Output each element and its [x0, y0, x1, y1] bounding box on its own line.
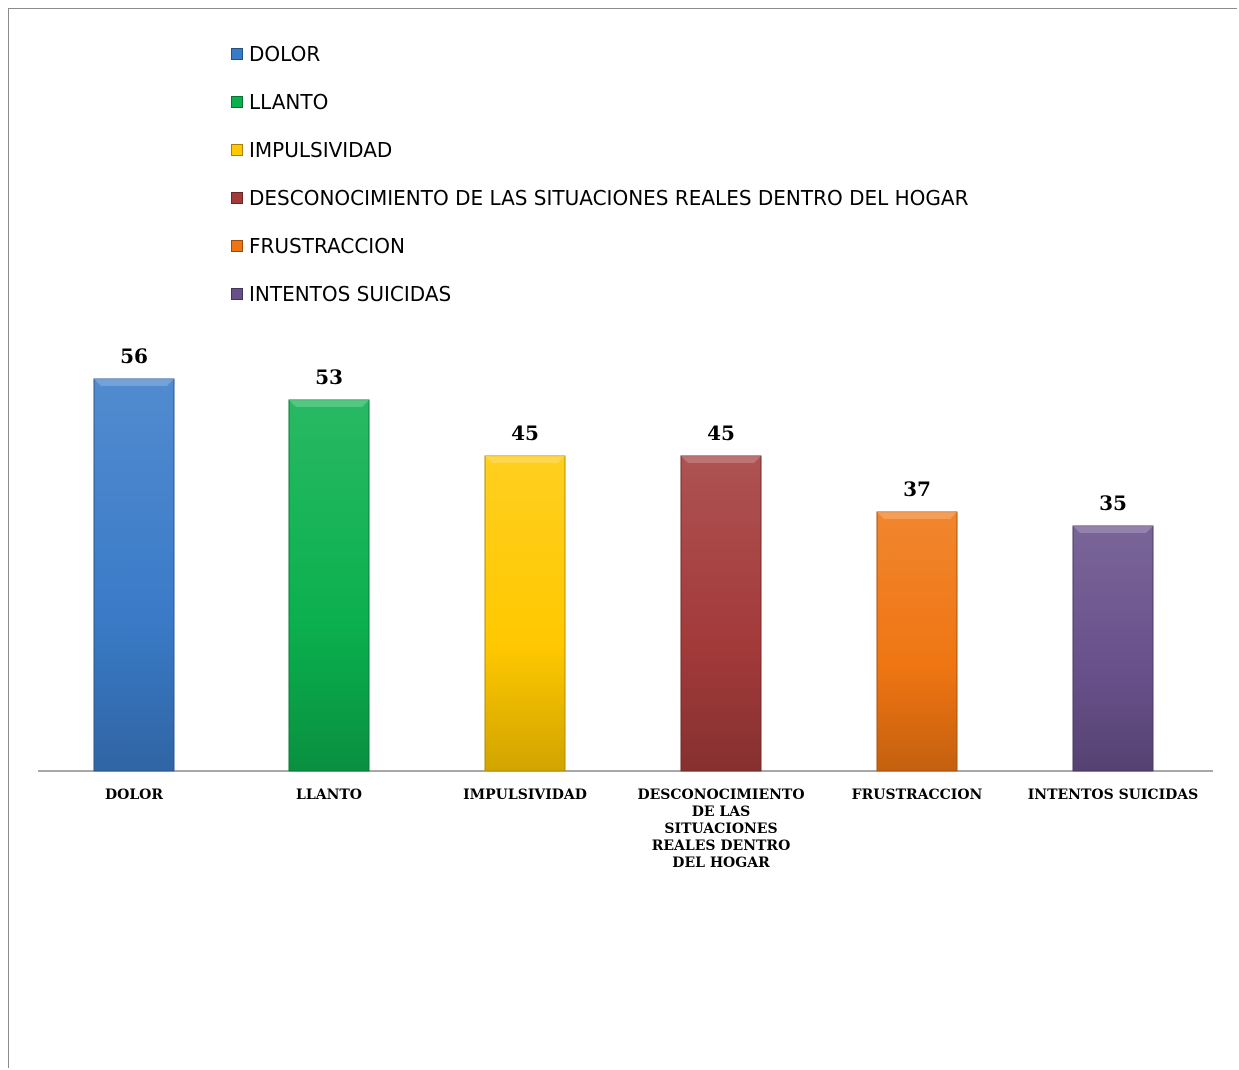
- data-label-llanto: 53: [315, 365, 343, 389]
- legend-swatch-frustraccion: [231, 240, 243, 252]
- legend-label-frustraccion: FRUSTRACCION: [249, 234, 405, 258]
- legend-swatch-desconocimiento: [231, 192, 243, 204]
- chart-legend: DOLOR LLANTO IMPULSIVIDAD DESCONOCIMIENT…: [231, 30, 969, 318]
- bar-dolor: [93, 378, 175, 772]
- bar-desconocimiento-de: [680, 455, 762, 772]
- x-tick-label-intentos-suicidas: INTENTOS SUICIDAS: [1028, 787, 1199, 803]
- bar-bevel-impulsividad: [485, 456, 565, 463]
- data-label-dolor: 56: [120, 344, 148, 368]
- legend-swatch-intentos-suicidas: [231, 288, 243, 300]
- bar-llanto: [288, 399, 370, 772]
- bar-bevel-dolor: [94, 379, 174, 386]
- bar-frustraccion: [876, 511, 958, 772]
- legend-item-desconocimiento: DESCONOCIMIENTO DE LAS SITUACIONES REALE…: [231, 174, 969, 222]
- bar-intentos-suicidas: [1072, 525, 1154, 772]
- legend-swatch-impulsividad: [231, 144, 243, 156]
- data-label-frustraccion: 37: [903, 477, 931, 501]
- x-tick-label-frustraccion: FRUSTRACCION: [852, 787, 983, 803]
- bar-bevel-frustraccion: [877, 512, 957, 519]
- x-tick-label-llanto: LLANTO: [296, 787, 362, 803]
- data-label-desconocimiento-de: 45: [707, 421, 735, 445]
- data-label-intentos-suicidas: 35: [1099, 491, 1127, 515]
- data-label-impulsividad: 45: [511, 421, 539, 445]
- legend-item-intentos-suicidas: INTENTOS SUICIDAS: [231, 270, 969, 318]
- legend-label-dolor: DOLOR: [249, 42, 321, 66]
- chart-frame: [8, 8, 1237, 1068]
- legend-label-intentos-suicidas: INTENTOS SUICIDAS: [249, 282, 452, 306]
- x-tick-label-desconocimiento-de: DESCONOCIMIENTO DE LAS SITUACIONES REALES D…: [637, 787, 804, 871]
- bar-bevel-llanto: [289, 400, 369, 407]
- bar-bevel-intentos-suicidas: [1073, 526, 1153, 533]
- x-tick-label-dolor: DOLOR: [105, 787, 163, 803]
- legend-item-dolor: DOLOR: [231, 30, 969, 78]
- bar-impulsividad: [484, 455, 566, 772]
- legend-item-frustraccion: FRUSTRACCION: [231, 222, 969, 270]
- legend-item-llanto: LLANTO: [231, 78, 969, 126]
- legend-label-impulsividad: IMPULSIVIDAD: [249, 138, 393, 162]
- bar-bevel-desconocimiento-de: [681, 456, 761, 463]
- legend-swatch-dolor: [231, 48, 243, 60]
- legend-label-desconocimiento: DESCONOCIMIENTO DE LAS SITUACIONES REALE…: [249, 186, 969, 210]
- legend-swatch-llanto: [231, 96, 243, 108]
- legend-label-llanto: LLANTO: [249, 90, 329, 114]
- x-tick-label-impulsividad: IMPULSIVIDAD: [463, 787, 587, 803]
- legend-item-impulsividad: IMPULSIVIDAD: [231, 126, 969, 174]
